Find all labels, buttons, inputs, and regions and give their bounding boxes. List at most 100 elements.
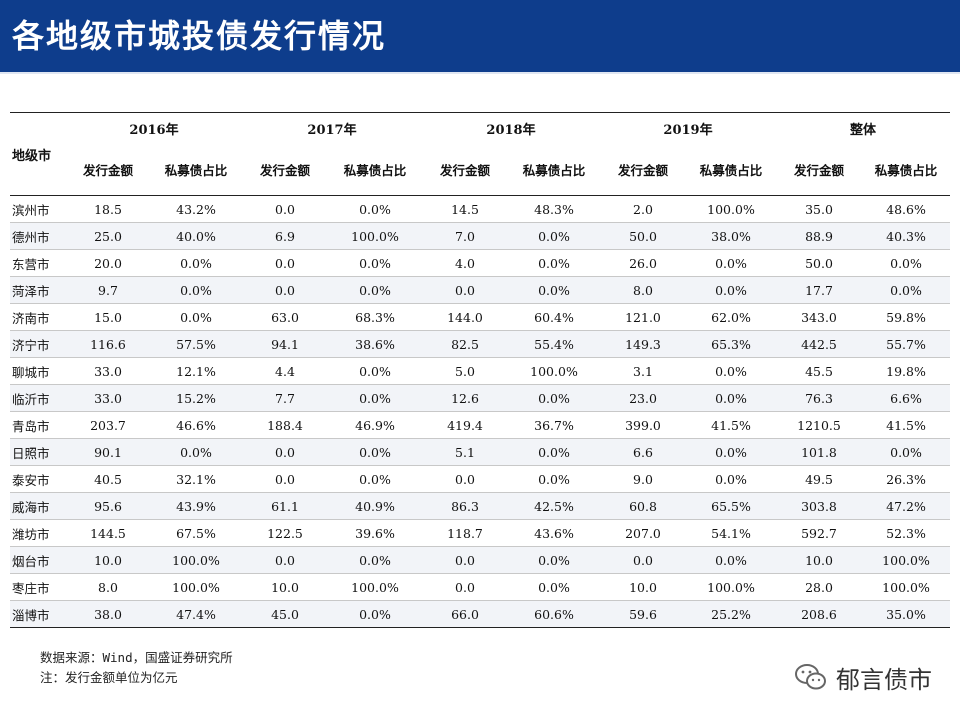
private-ratio-cell: 32.1%	[150, 465, 242, 493]
private-ratio-cell: 0.0%	[508, 465, 600, 493]
amount-cell: 26.0	[600, 249, 686, 277]
city-name-cell: 济宁市	[10, 330, 66, 358]
amount-cell: 203.7	[66, 411, 150, 439]
table-row: 滨州市 18.5 43.2% 0.0 0.0% 14.5 48.3% 2.0 100.0% 35.…	[10, 195, 951, 223]
amount-header: 发行金额	[600, 143, 686, 196]
amount-cell: 207.0	[600, 519, 686, 547]
bond-issuance-table: 地级市 2016年 2017年 2018年 2019年 整体 发行金额 私募债占…	[10, 112, 951, 628]
private-ratio-cell: 0.0%	[686, 438, 776, 466]
city-name-cell: 威海市	[10, 492, 66, 520]
amount-cell: 144.5	[66, 519, 150, 547]
private-ratio-header: 私募债占比	[328, 143, 422, 196]
private-ratio-cell: 43.2%	[150, 195, 242, 223]
table-row: 枣庄市 8.0 100.0% 10.0 100.0% 0.0 0.0% 10.0 100.0% 2…	[10, 573, 951, 601]
amount-cell: 45.0	[242, 600, 328, 628]
watermark-text: 郁言债市	[836, 665, 932, 694]
table-row: 淄博市 38.0 47.4% 45.0 0.0% 66.0 60.6% 59.6 25.2% 20…	[10, 600, 951, 628]
amount-cell: 442.5	[776, 330, 862, 358]
city-name-cell: 临沂市	[10, 384, 66, 412]
private-ratio-cell: 0.0%	[862, 438, 951, 466]
amount-cell: 14.5	[422, 195, 508, 223]
table-row: 泰安市 40.5 32.1% 0.0 0.0% 0.0 0.0% 9.0 0.0% 49.5 26.…	[10, 465, 951, 493]
amount-cell: 88.9	[776, 222, 862, 250]
amount-cell: 149.3	[600, 330, 686, 358]
city-name-cell: 济南市	[10, 303, 66, 331]
amount-cell: 6.6	[600, 438, 686, 466]
private-ratio-cell: 46.9%	[328, 411, 422, 439]
amount-cell: 63.0	[242, 303, 328, 331]
amount-cell: 20.0	[66, 249, 150, 277]
private-ratio-cell: 41.5%	[686, 411, 776, 439]
amount-cell: 35.0	[776, 195, 862, 223]
private-ratio-cell: 38.6%	[328, 330, 422, 358]
private-ratio-cell: 0.0%	[686, 249, 776, 277]
table-row: 烟台市 10.0 100.0% 0.0 0.0% 0.0 0.0% 0.0 0.0% 10.0 10…	[10, 546, 951, 574]
amount-cell: 10.0	[600, 573, 686, 601]
amount-cell: 94.1	[242, 330, 328, 358]
private-ratio-cell: 36.7%	[508, 411, 600, 439]
amount-cell: 40.5	[66, 465, 150, 493]
amount-cell: 6.9	[242, 222, 328, 250]
private-ratio-cell: 42.5%	[508, 492, 600, 520]
private-ratio-cell: 0.0%	[150, 303, 242, 331]
amount-cell: 116.6	[66, 330, 150, 358]
year-header-row: 地级市 2016年 2017年 2018年 2019年 整体	[10, 112, 951, 196]
private-ratio-cell: 0.0%	[686, 276, 776, 304]
private-ratio-cell: 100.0%	[328, 222, 422, 250]
amount-cell: 7.0	[422, 222, 508, 250]
amount-cell: 12.6	[422, 384, 508, 412]
private-ratio-cell: 48.3%	[508, 195, 600, 223]
table-row: 威海市 95.6 43.9% 61.1 40.9% 86.3 42.5% 60.8 65.5% 3…	[10, 492, 951, 520]
metric-header-row: 发行金额 私募债占比 发行金额 私募债占比 发行金额 私募债占比 发行金额 私募…	[10, 143, 951, 196]
amount-cell: 45.5	[776, 357, 862, 385]
city-name-cell: 潍坊市	[10, 519, 66, 547]
private-ratio-cell: 0.0%	[328, 276, 422, 304]
private-ratio-cell: 100.0%	[150, 546, 242, 574]
title-bar: 各地级市城投债发行情况	[0, 0, 960, 72]
amount-cell: 399.0	[600, 411, 686, 439]
private-ratio-cell: 40.0%	[150, 222, 242, 250]
private-ratio-cell: 65.3%	[686, 330, 776, 358]
city-name-cell: 青岛市	[10, 411, 66, 439]
amount-header: 发行金额	[422, 143, 508, 196]
private-ratio-cell: 19.8%	[862, 357, 951, 385]
private-ratio-cell: 100.0%	[328, 573, 422, 601]
amount-cell: 9.0	[600, 465, 686, 493]
private-ratio-cell: 40.3%	[862, 222, 951, 250]
private-ratio-cell: 0.0%	[508, 222, 600, 250]
private-ratio-cell: 6.6%	[862, 384, 951, 412]
amount-cell: 208.6	[776, 600, 862, 628]
private-ratio-cell: 39.6%	[328, 519, 422, 547]
private-ratio-header: 私募债占比	[862, 143, 951, 196]
amount-cell: 23.0	[600, 384, 686, 412]
private-ratio-cell: 43.6%	[508, 519, 600, 547]
private-ratio-cell: 0.0%	[508, 438, 600, 466]
amount-cell: 1210.5	[776, 411, 862, 439]
watermark: 郁言债市	[794, 660, 932, 694]
private-ratio-cell: 0.0%	[508, 546, 600, 574]
private-ratio-cell: 47.2%	[862, 492, 951, 520]
city-name-cell: 聊城市	[10, 357, 66, 385]
private-ratio-cell: 100.0%	[862, 546, 951, 574]
amount-cell: 25.0	[66, 222, 150, 250]
amount-cell: 0.0	[422, 276, 508, 304]
private-ratio-cell: 26.3%	[862, 465, 951, 493]
amount-cell: 0.0	[600, 546, 686, 574]
private-ratio-cell: 100.0%	[508, 357, 600, 385]
city-name-cell: 淄博市	[10, 600, 66, 628]
private-ratio-cell: 48.6%	[862, 195, 951, 223]
private-ratio-cell: 0.0%	[328, 195, 422, 223]
private-ratio-cell: 41.5%	[862, 411, 951, 439]
private-ratio-cell: 15.2%	[150, 384, 242, 412]
amount-cell: 2.0	[600, 195, 686, 223]
amount-cell: 343.0	[776, 303, 862, 331]
table-body: 滨州市 18.5 43.2% 0.0 0.0% 14.5 48.3% 2.0 100.0% 35.…	[10, 195, 951, 628]
table-row: 菏泽市 9.7 0.0% 0.0 0.0% 0.0 0.0% 8.0 0.0% 17.7 0.0%	[10, 276, 951, 304]
private-ratio-cell: 57.5%	[150, 330, 242, 358]
table-row: 青岛市 203.7 46.6% 188.4 46.9% 419.4 36.7% 399.0 41…	[10, 411, 951, 439]
private-ratio-cell: 35.0%	[862, 600, 951, 628]
private-ratio-cell: 0.0%	[686, 357, 776, 385]
overall-header: 整体	[776, 112, 951, 143]
private-ratio-cell: 0.0%	[328, 600, 422, 628]
private-ratio-cell: 67.5%	[150, 519, 242, 547]
